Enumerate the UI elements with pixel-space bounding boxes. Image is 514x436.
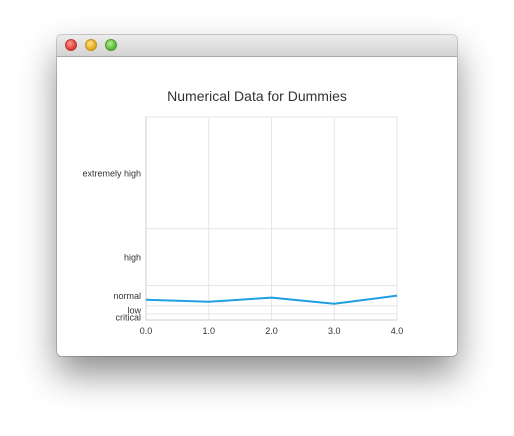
y-category-label: low: [127, 305, 141, 315]
y-category-label: normal: [113, 291, 141, 301]
x-tick-label: 4.0: [391, 326, 404, 336]
app-window: Numerical Data for Dummies 0.0 1.0 2.0 3.0 4…: [57, 35, 457, 356]
minimize-icon[interactable]: [85, 39, 97, 51]
line-chart: Numerical Data for Dummies 0.0 1.0 2.0 3.0 4…: [82, 88, 404, 336]
chart-view: Numerical Data for Dummies 0.0 1.0 2.0 3.0 4…: [57, 57, 457, 356]
maximize-icon[interactable]: [105, 39, 117, 51]
x-tick-label: 3.0: [328, 326, 341, 336]
y-category-label: critical: [115, 312, 141, 322]
title-bar[interactable]: [57, 35, 457, 57]
close-icon[interactable]: [65, 39, 77, 51]
x-tick-label: 2.0: [265, 326, 278, 336]
series-line: [145, 294, 398, 305]
x-tick-label: 1.0: [202, 326, 215, 336]
y-category-label: high: [124, 253, 141, 263]
x-tick-label: 0.0: [140, 326, 153, 336]
y-category-label: extremely high: [82, 168, 141, 178]
chart-title: Numerical Data for Dummies: [167, 88, 347, 104]
